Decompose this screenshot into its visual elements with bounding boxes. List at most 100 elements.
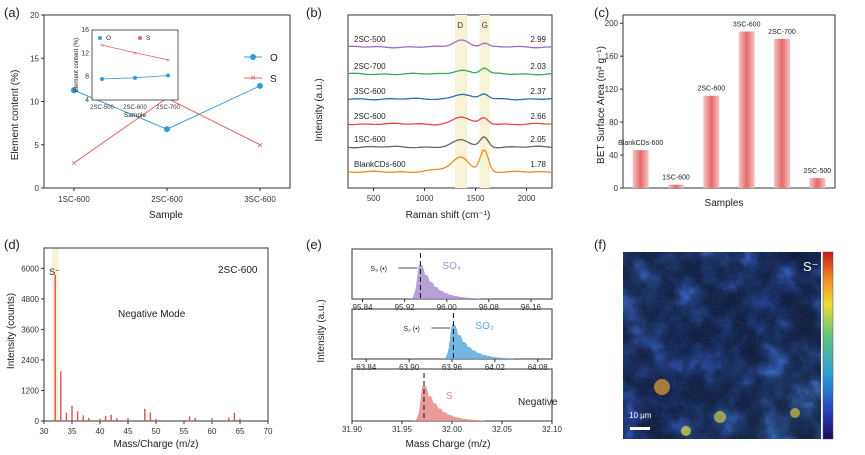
chart-b-frame xyxy=(347,14,553,189)
chart-b-d-band xyxy=(455,15,468,188)
chart-b-series-label: 2SC-700 xyxy=(354,62,386,71)
panel-label-b: (b) xyxy=(306,5,322,20)
chart-b-xtick-label: 500 xyxy=(367,194,381,203)
panel-label-a: (a) xyxy=(4,5,20,20)
map-grain xyxy=(623,252,821,439)
chart-a-inset-xtick-label: 2SC-600 xyxy=(123,105,147,111)
panel-label-e: (e) xyxy=(306,237,322,252)
chart-b-id-ig-ratio: 2.37 xyxy=(530,87,546,96)
chart-a-inset-ytick-label: 16 xyxy=(81,27,89,34)
chart-d: Intensity (counts) Mass/Charge (m/z) 2SC… xyxy=(6,247,273,450)
chart-e-species-label: SO₄ xyxy=(442,261,461,272)
chart-b-series-label: BlankCDs-600 xyxy=(354,160,406,169)
chart-e-xtick-label: 64.02 xyxy=(485,363,506,372)
chart-a-inset-series-line xyxy=(101,44,169,61)
chart-c-bar-label: 2SC-600 xyxy=(698,86,726,93)
chart-a-inset-xtick-label: 2SC-500 xyxy=(90,105,114,111)
chart-e-peak-area xyxy=(408,264,481,299)
chart-e-xtick-label: 31.95 xyxy=(392,425,413,434)
chart-b-series-line xyxy=(347,116,553,126)
chart-d-xtick-label: 40 xyxy=(96,427,105,436)
chart-a-xtick-label: 3SC-600 xyxy=(244,195,276,204)
chart-a-xtick-label: 1SC-600 xyxy=(58,195,90,204)
chart-e-xtick-label: 32.00 xyxy=(442,425,463,434)
chart-a-ytick-label: 5 xyxy=(35,141,40,150)
chart-b-series-label: 2SC-600 xyxy=(354,112,386,121)
chart-a-inset-point xyxy=(166,73,170,78)
chart-c-ytick-label: 0 xyxy=(614,184,619,193)
chart-d-xtick-label: 65 xyxy=(236,427,245,436)
legend-s-label: S xyxy=(270,74,277,85)
panel-label-f: (f) xyxy=(594,237,606,252)
chart-a: Element content (%) Sample O × S 0 5 10 15 2… xyxy=(10,11,291,221)
chart-c-bar xyxy=(703,95,720,188)
chart-a-ytick-label: 20 xyxy=(30,11,39,20)
chart-a-point: × xyxy=(257,140,263,151)
chart-b-id-ig-ratio: 2.99 xyxy=(530,35,546,44)
chart-b-xtick-label: 1500 xyxy=(467,194,485,203)
chart-b-series-line xyxy=(348,93,553,101)
chart-c-bar-label: BlankCDs-600 xyxy=(618,140,663,147)
chart-b-band-g: G xyxy=(482,21,488,30)
chart-e-marker-label: S₂ (•) xyxy=(403,326,419,333)
chart-d-xtick-label: 50 xyxy=(152,427,161,436)
chart-b-id-ig-ratio: 2.66 xyxy=(530,112,546,121)
legend-o-label: O xyxy=(270,53,278,64)
chart-e-xlabel: Mass Charge (m/z) xyxy=(405,439,490,450)
chart-b-id-ig-ratio: 2.05 xyxy=(530,135,546,144)
map-scale-label: 10 μm xyxy=(629,411,652,420)
chart-e-xtick-label: 31.90 xyxy=(342,425,363,434)
chart-a-inset-ytick-label: 8 xyxy=(85,74,89,81)
chart-e-annotation: Negative xyxy=(518,397,558,408)
chart-d-xtick-label: 70 xyxy=(264,427,273,436)
chart-a-xtick-label: 2SC-600 xyxy=(151,195,183,204)
chart-c-bar-label: 1SC-600 xyxy=(662,175,690,182)
chart-a-inset-legend-marker xyxy=(98,36,102,40)
chart-c-ytick-label: 120 xyxy=(605,85,619,94)
chart-d-ytick-label: 2400 xyxy=(21,356,39,365)
chart-e-ylabel: Intensity (a.u.) xyxy=(316,299,327,362)
chart-c-xlabel: Samples xyxy=(705,198,744,209)
chart-d-xtick-label: 60 xyxy=(208,427,217,436)
chart-c-bar-label: 2SC-500 xyxy=(804,168,832,175)
chart-a-inset-xlabel: Sample xyxy=(124,112,146,119)
chart-b-series-line xyxy=(347,67,553,76)
chart-a-point: × xyxy=(71,158,77,169)
panel-label-c: (c) xyxy=(594,5,609,20)
chart-b-series-line xyxy=(347,149,553,174)
chart-a-xlabel: Sample xyxy=(149,210,183,221)
chart-e-xtick-label: 63.84 xyxy=(356,363,377,372)
chart-a-inset-frame xyxy=(91,29,179,101)
chart-b-series-line xyxy=(347,39,552,49)
chart-d-xtick-label: 55 xyxy=(180,427,189,436)
chart-d-ytick-label: 4800 xyxy=(21,295,39,304)
chart-a-point xyxy=(257,82,263,89)
chart-b-id-ig-ratio: 1.78 xyxy=(530,160,546,169)
chart-c-bar xyxy=(809,178,826,188)
chart-a-inset-point xyxy=(133,75,137,80)
map-hotspot xyxy=(714,411,726,423)
chart-a-inset-xtick-label: 2SC-700 xyxy=(156,105,180,111)
chart-a-inset-point: × xyxy=(166,57,170,64)
legend-s-marker: × xyxy=(250,73,256,84)
chart-e-marker-label: S₃ (•) xyxy=(370,266,387,273)
chart-c-bar-label: 2SC-700 xyxy=(768,29,796,36)
chart-b-xtick-label: 2000 xyxy=(518,194,536,203)
map-colorbar xyxy=(822,251,834,440)
chart-b-series-line xyxy=(347,136,553,149)
chart-b-band-d: D xyxy=(457,21,463,30)
chart-a-point xyxy=(164,126,170,133)
chart-c: BET Surface Area (m² g⁻¹) Samples 0 40 80 1… xyxy=(596,14,836,209)
chart-b-series-label: 3SC-600 xyxy=(354,87,386,96)
chart-a-inset-legend-label: S xyxy=(146,35,151,42)
chart-e-xtick-label: 64.08 xyxy=(528,363,549,372)
chart-d-ytick-label: 6000 xyxy=(21,264,39,273)
chart-e-xtick-label: 32.10 xyxy=(542,425,563,434)
chart-e-xtick-label: 95.84 xyxy=(353,303,374,312)
chart-e-xtick-label: 63.90 xyxy=(399,363,420,372)
map-hotspot xyxy=(681,426,691,436)
chart-c-bar xyxy=(738,31,755,188)
map-ion-label: S⁻ xyxy=(803,259,819,274)
chart-d-ylabel: Intensity (counts) xyxy=(6,293,17,369)
chart-e-xtick-label: 96.00 xyxy=(437,303,458,312)
